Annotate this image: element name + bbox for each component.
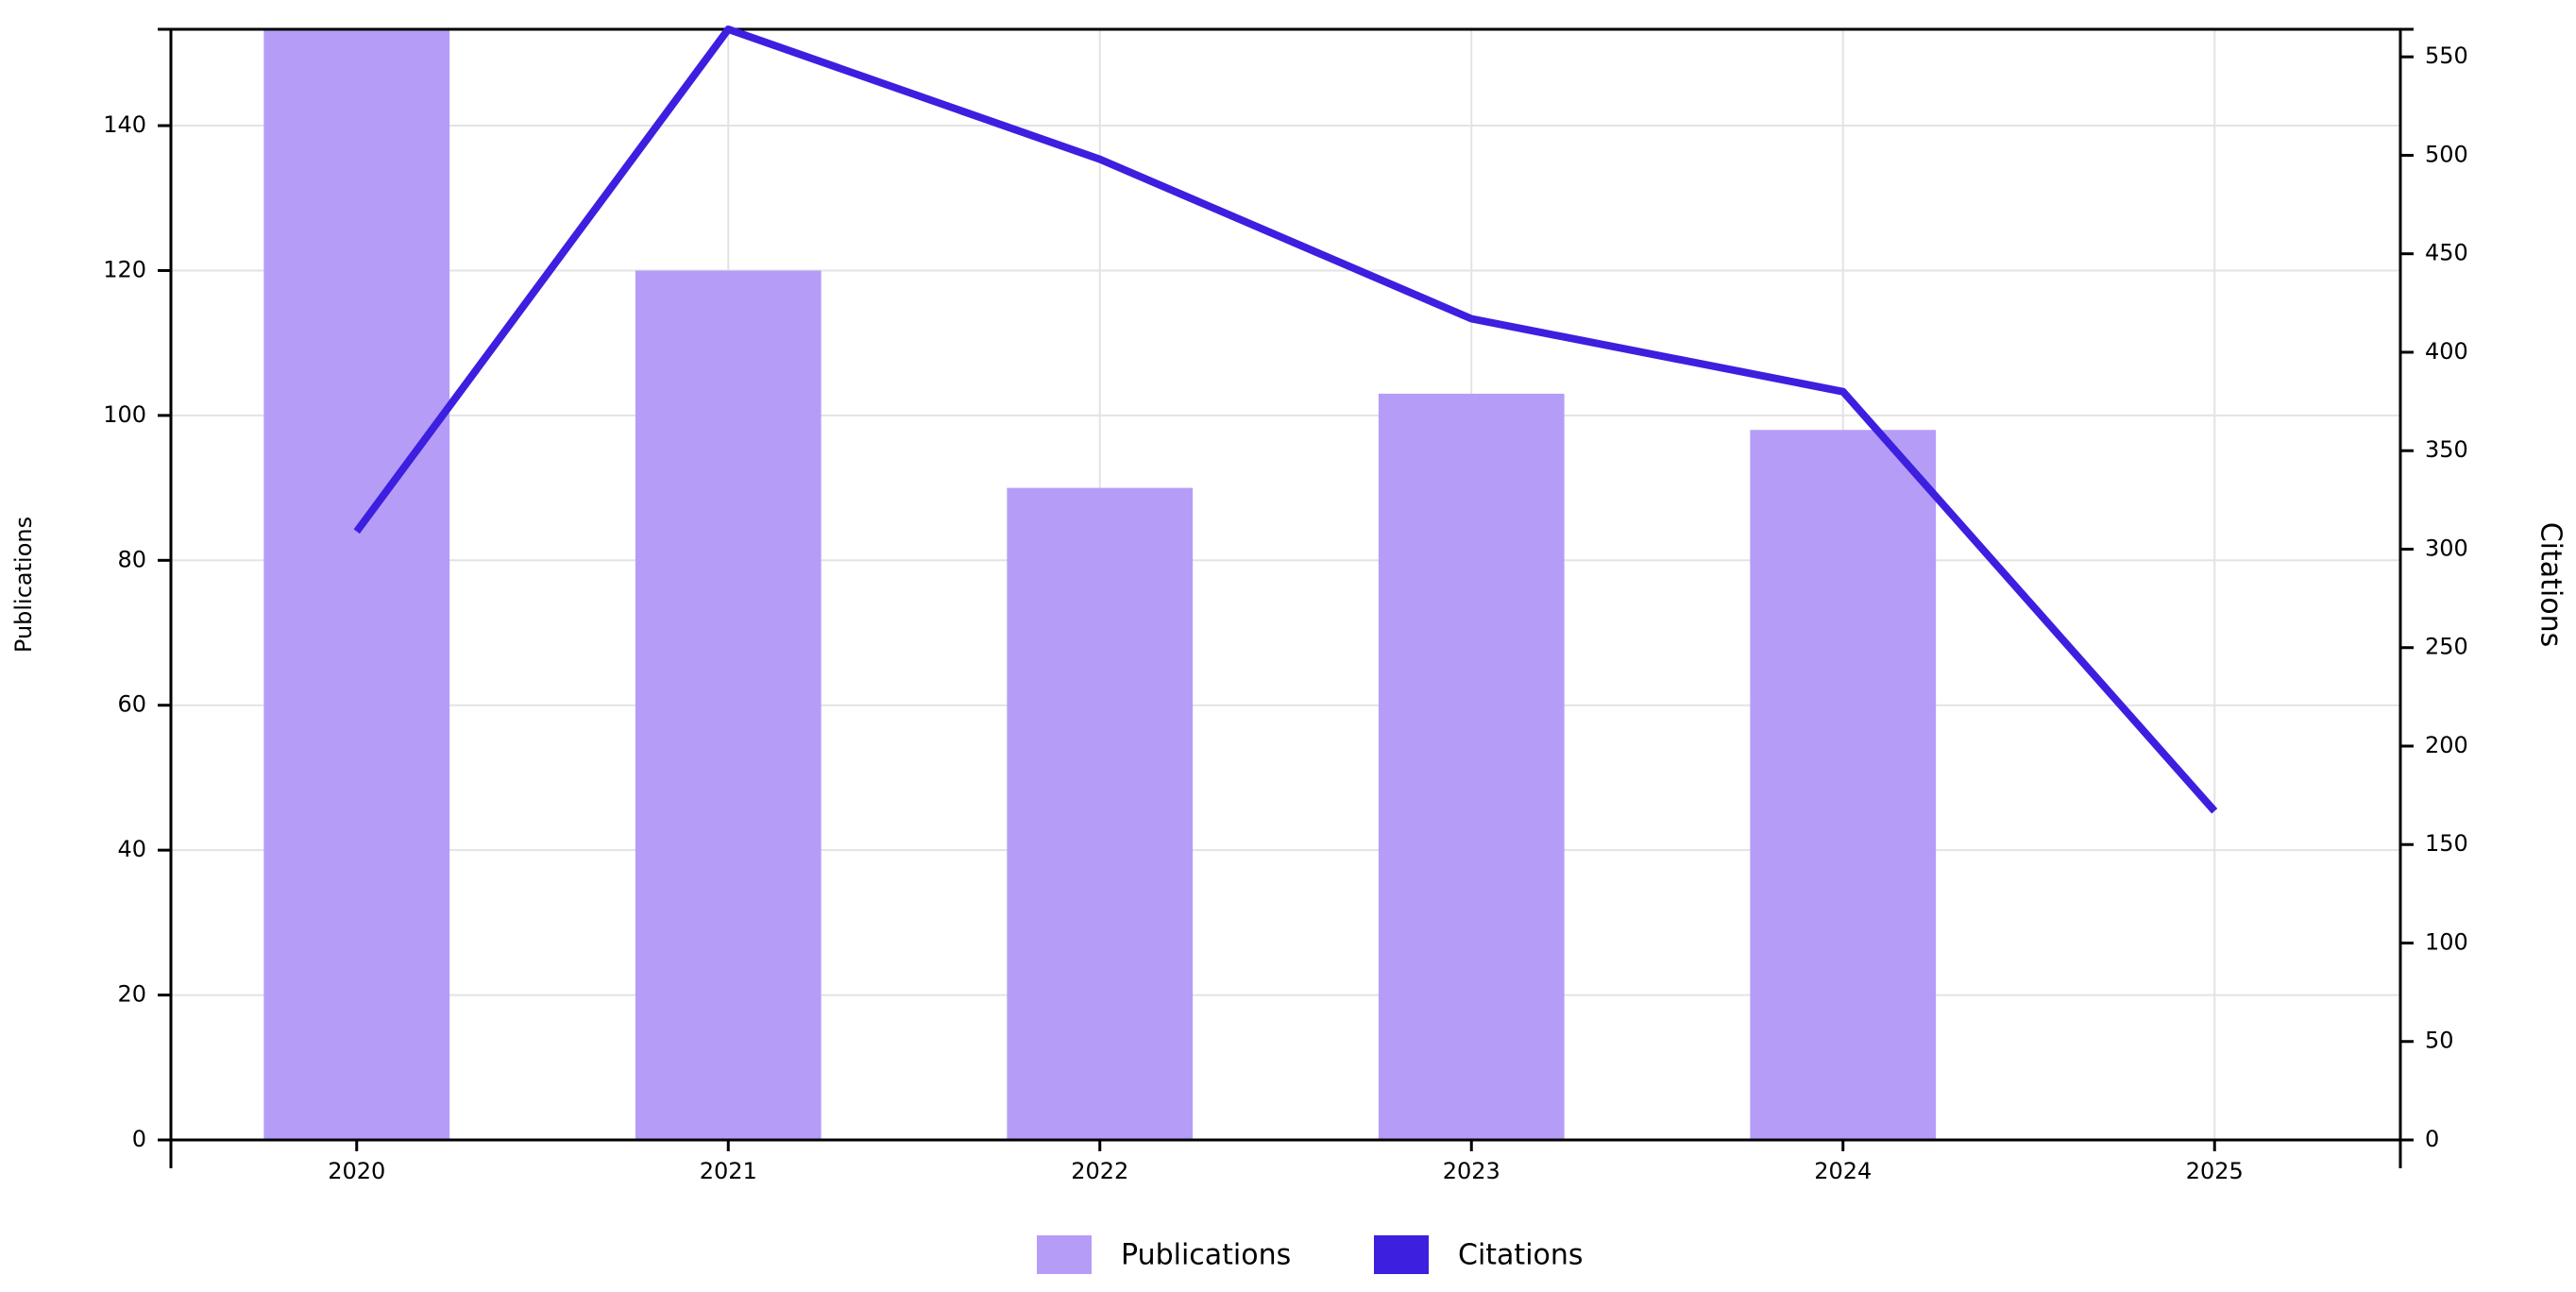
- y2-tick-label: 200: [2425, 732, 2468, 758]
- grid: [171, 29, 2400, 1141]
- bar: [1007, 487, 1194, 1140]
- y-tick-label: 0: [132, 1126, 146, 1152]
- y2-tick-label: 500: [2425, 141, 2468, 167]
- y-tick-label: 20: [117, 981, 146, 1008]
- y2-tick-label: 250: [2425, 634, 2468, 660]
- bar: [1750, 430, 1937, 1140]
- x-tick-label: 2024: [1814, 1158, 1872, 1184]
- x-tick-label: 2025: [2186, 1158, 2244, 1184]
- legend-label: Citations: [1458, 1239, 1584, 1272]
- bar: [1378, 393, 1565, 1140]
- legend-swatch: [1037, 1235, 1092, 1274]
- plot-area: [263, 29, 1937, 1140]
- y2-tick-label: 550: [2425, 42, 2468, 69]
- y2-tick-label: 300: [2425, 535, 2468, 561]
- y-tick-label: 140: [103, 111, 146, 138]
- y-tick-label: 40: [117, 836, 146, 862]
- y2-tick-label: 450: [2425, 240, 2468, 266]
- y-tick-label: 100: [103, 401, 146, 428]
- axes: 0 20 40 60 80 100 120 140 0 50 100 150 200 250 300 350 4…: [103, 27, 2468, 1184]
- y2-tick-label: 150: [2425, 830, 2468, 857]
- x-tick-label: 2022: [1071, 1158, 1128, 1184]
- y2-tick-label: 0: [2425, 1126, 2439, 1152]
- bar: [635, 270, 822, 1140]
- x-tick-label: 2023: [1443, 1158, 1500, 1184]
- y2-tick-label: 100: [2425, 928, 2468, 955]
- y2-tick-label: 400: [2425, 338, 2468, 365]
- legend-label: Publications: [1121, 1239, 1291, 1272]
- legend-swatch: [1374, 1235, 1429, 1274]
- y2-tick-label: 50: [2425, 1028, 2454, 1054]
- y-tick-label: 120: [103, 256, 146, 282]
- line: [353, 26, 2218, 814]
- y2-tick-label: 350: [2425, 436, 2468, 463]
- y-tick-label: 60: [117, 691, 146, 718]
- y-tick-label: 80: [117, 546, 146, 572]
- x-tick-label: 2021: [700, 1158, 757, 1184]
- x-tick-label: 2020: [328, 1158, 385, 1184]
- bar: [263, 29, 450, 1140]
- y-axis-title: Publications: [10, 517, 37, 653]
- y2-axis-title: Citations: [2534, 522, 2568, 648]
